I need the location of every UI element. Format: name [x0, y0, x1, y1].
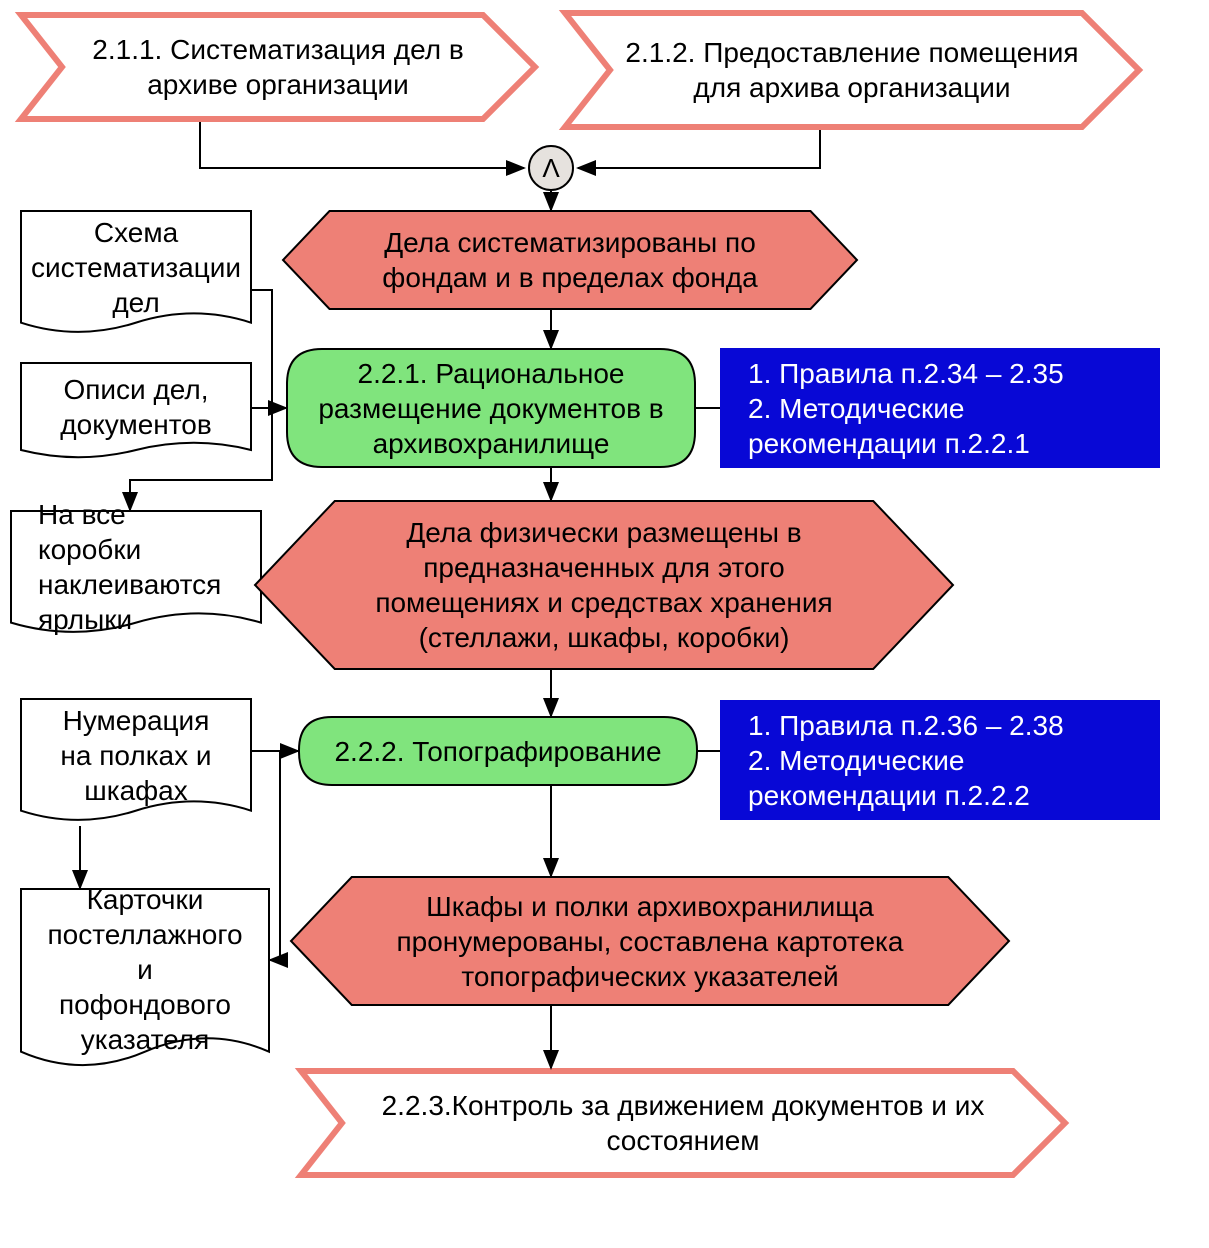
- node-hex1: Дела систематизированы по фондам и в пре…: [332, 214, 808, 306]
- node-junction: Λ: [548, 149, 554, 187]
- node-n3: 2.2.3.Контроль за движением документов и…: [342, 1072, 1024, 1174]
- node-hex2: Дела физически размещены в предназначенн…: [338, 504, 870, 666]
- node-label-hex2: Дела физически размещены в предназначенн…: [338, 511, 870, 659]
- node-doc1: Схема систематизации дел: [40, 214, 232, 320]
- node-doc4: Нумерация на полках и шкафах: [40, 702, 232, 808]
- node-ref1: 1. Правила п.2.34 – 2.35 2. Методические…: [740, 352, 1140, 464]
- node-proc1: 2.2.1. Рациональное размещение документо…: [306, 352, 676, 464]
- node-label-n3: 2.2.3.Контроль за движением документов и…: [342, 1084, 1024, 1162]
- flowchart-canvas: 2.1.1. Систематизация дел в архиве орган…: [0, 0, 1209, 1248]
- edge-doc1-proc1_side: [252, 290, 272, 408]
- node-n1: 2.1.1. Систематизация дел в архиве орган…: [62, 16, 494, 118]
- node-label-proc2: 2.2.2. Топографирование: [326, 730, 669, 773]
- node-label-doc2: Описи дел, документов: [40, 368, 232, 446]
- node-label-doc4: Нумерация на полках и шкафах: [40, 699, 232, 812]
- node-hex3: Шкафы и полки архивохранилища пронумеров…: [355, 880, 945, 1002]
- edge-n2-junction: [578, 130, 820, 168]
- node-label-ref1: 1. Правила п.2.34 – 2.35 2. Методические…: [740, 352, 1140, 465]
- node-label-n2: 2.1.2. Предоставление помещения для архи…: [610, 31, 1094, 109]
- node-label-n1: 2.1.1. Систематизация дел в архиве орган…: [62, 28, 494, 106]
- node-label-doc3: На все коробки наклеиваются ярлыки: [30, 493, 242, 641]
- node-doc5: Карточки постеллажного и пофондового ука…: [40, 892, 250, 1048]
- node-n2: 2.1.2. Предоставление помещения для архи…: [610, 14, 1094, 126]
- node-label-doc1: Схема систематизации дел: [23, 211, 249, 324]
- node-label-proc1: 2.2.1. Рациональное размещение документо…: [306, 352, 676, 465]
- node-label-junction: Λ: [534, 148, 567, 189]
- node-proc2: 2.2.2. Топографирование: [318, 720, 678, 782]
- node-label-hex1: Дела систематизированы по фондам и в пре…: [332, 221, 808, 299]
- edge-n1-junction: [200, 122, 524, 168]
- node-label-ref2: 1. Правила п.2.36 – 2.38 2. Методические…: [740, 704, 1140, 817]
- node-ref2: 1. Правила п.2.36 – 2.38 2. Методические…: [740, 704, 1140, 816]
- node-doc2: Описи дел, документов: [40, 366, 232, 448]
- node-label-doc5: Карточки постеллажного и пофондового ука…: [39, 878, 250, 1061]
- edge-proc2-doc5_side: [270, 751, 280, 960]
- node-label-hex3: Шкафы и полки архивохранилища пронумеров…: [355, 885, 945, 998]
- node-doc3: На все коробки наклеиваются ярлыки: [30, 514, 242, 620]
